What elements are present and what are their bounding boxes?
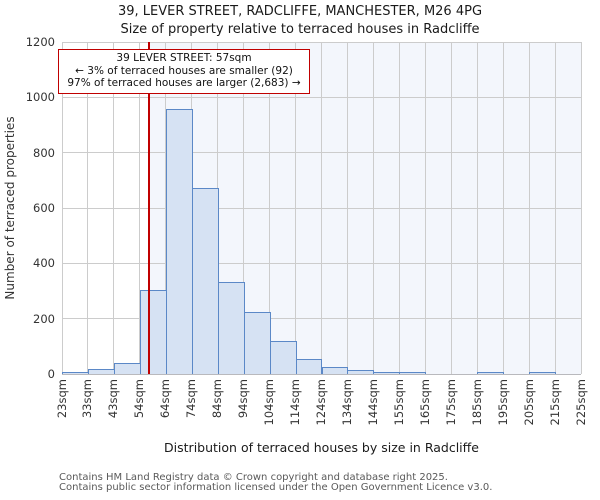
gridline-vertical xyxy=(61,42,63,374)
gridline-vertical xyxy=(346,42,348,374)
y-tick-label: 400 xyxy=(33,256,55,271)
x-tick-label: 94sqm xyxy=(236,379,251,419)
x-tick-label: 175sqm xyxy=(443,379,458,426)
y-tick-label: 0 xyxy=(47,367,55,381)
gridline-vertical xyxy=(450,42,452,374)
gridline-vertical xyxy=(113,42,115,374)
annotation-property-label: 39 LEVER STREET: 57sqm xyxy=(116,52,252,64)
chart-subtitle: Size of property relative to terraced ho… xyxy=(120,22,480,37)
x-axis-title: Distribution of terraced houses by size … xyxy=(164,440,479,455)
chart-title: 39, LEVER STREET, RADCLIFFE, MANCHESTER,… xyxy=(117,4,483,19)
gridline-vertical xyxy=(476,42,478,374)
histogram-bar xyxy=(243,312,271,374)
y-tick-label: 800 xyxy=(33,145,55,160)
gridline-vertical xyxy=(580,42,582,374)
gridline-vertical xyxy=(554,42,556,374)
histogram-bar xyxy=(477,372,505,374)
x-tick-label: 64sqm xyxy=(158,379,173,419)
property-marker-line xyxy=(148,42,151,374)
histogram-bar xyxy=(165,108,193,374)
histogram-bar xyxy=(139,290,167,374)
annotation-smaller-stat: ← 3% of terraced houses are smaller (92) xyxy=(75,64,293,77)
x-tick-label: 124sqm xyxy=(314,379,328,426)
x-tick-label: 104sqm xyxy=(262,379,277,426)
x-tick-label: 114sqm xyxy=(288,379,303,426)
gridline-vertical xyxy=(372,42,374,374)
gridline-vertical xyxy=(87,42,89,374)
x-tick-label: 43sqm xyxy=(106,379,121,419)
gridline-vertical xyxy=(528,42,530,374)
x-tick-label: 215sqm xyxy=(547,379,562,426)
footer-licence: Contains public sector information licen… xyxy=(59,482,493,493)
gridline-vertical xyxy=(269,42,271,374)
y-tick-label: 200 xyxy=(33,311,55,326)
x-tick-label: 84sqm xyxy=(210,379,225,419)
x-tick-label: 134sqm xyxy=(339,379,354,426)
x-tick-label: 155sqm xyxy=(391,379,406,426)
y-tick-label: 600 xyxy=(33,201,55,215)
x-tick-label: 23sqm xyxy=(54,379,69,419)
footer-copyright: Contains HM Land Registry data © Crown c… xyxy=(59,472,448,483)
histogram-bar xyxy=(529,372,557,374)
x-tick-label: 144sqm xyxy=(365,379,380,426)
gridline-vertical xyxy=(295,42,297,374)
histogram-bar xyxy=(191,187,219,374)
gridline-vertical xyxy=(398,42,400,374)
histogram-bar xyxy=(321,366,349,374)
x-tick-label: 205sqm xyxy=(521,379,536,426)
x-tick-label: 74sqm xyxy=(184,379,199,419)
histogram-bar xyxy=(295,359,323,374)
histogram-bar xyxy=(113,363,141,374)
x-tick-label: 185sqm xyxy=(469,379,484,426)
y-tick-label: 1200 xyxy=(25,35,55,49)
x-tick-label: 54sqm xyxy=(132,379,147,419)
gridline-vertical xyxy=(321,42,322,374)
gridline-vertical xyxy=(424,42,426,374)
histogram-bar xyxy=(347,369,375,374)
histogram-bar xyxy=(269,341,297,374)
y-tick-label: 1000 xyxy=(25,90,55,105)
histogram-bar xyxy=(399,372,427,374)
x-tick-label: 195sqm xyxy=(495,379,510,426)
x-axis-line xyxy=(62,374,581,375)
x-tick-label: 33sqm xyxy=(80,379,95,419)
gridline-vertical xyxy=(502,42,504,374)
histogram-bar xyxy=(217,281,245,374)
annotation-larger-stat: 97% of terraced houses are larger (2,683… xyxy=(67,77,301,89)
x-tick-label: 165sqm xyxy=(417,379,432,426)
property-annotation-box: 39 LEVER STREET: 57sqm ← 3% of terraced … xyxy=(58,49,310,94)
gridline-vertical xyxy=(139,42,141,374)
plot-area xyxy=(61,41,582,375)
gridline-vertical xyxy=(243,42,245,374)
x-tick-label: 225sqm xyxy=(573,379,588,426)
